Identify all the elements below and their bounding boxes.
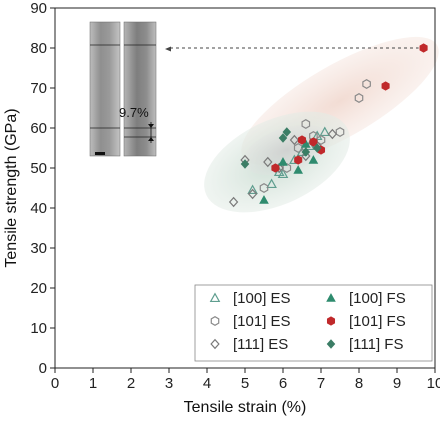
point-100-es — [247, 184, 258, 195]
point-101-fs — [309, 137, 318, 147]
x-tick-label: 3 — [165, 375, 173, 392]
legend-label: [111] ES — [233, 336, 288, 353]
point-100-fs — [293, 165, 304, 174]
legend: [100] ES [101] ES [111] ES [100] FS [101] FS… — [194, 284, 433, 362]
legend-label: [100] FS — [349, 290, 406, 307]
point-101-es — [316, 135, 326, 145]
inset-strain-label: 9.7% — [119, 105, 149, 120]
point-111-es — [327, 128, 338, 140]
legend-marker — [209, 292, 221, 303]
legend-marker — [326, 339, 336, 349]
x-tick-label: 0 — [51, 375, 59, 392]
legend-marker — [326, 316, 336, 326]
point-111-fs — [240, 159, 250, 169]
point-101-es — [259, 183, 269, 193]
legend-box — [194, 284, 433, 362]
legend-label: [111] FS — [349, 336, 403, 353]
inset-micrograph: 9.7% — [89, 21, 157, 157]
point-100-es — [319, 126, 331, 137]
y-tick-label: 70 — [30, 80, 47, 97]
x-tick-label: 5 — [241, 375, 249, 392]
y-tick-label: 40 — [30, 200, 47, 217]
point-100-fs — [308, 155, 319, 164]
point-111-fs — [282, 127, 292, 137]
legend-label: [101] FS — [349, 313, 406, 330]
point-101-es — [335, 127, 345, 137]
x-tick-label: 2 — [127, 375, 135, 392]
x-tick-label: 7 — [317, 375, 325, 392]
point-111-es — [263, 156, 273, 168]
x-axis-title: Tensile strain (%) — [184, 399, 307, 416]
x-tick-label: 4 — [203, 375, 211, 392]
point-111-fs — [301, 147, 311, 157]
x-tick-label: 8 — [355, 375, 363, 392]
x-tick-label: 9 — [393, 375, 401, 392]
y-tick-label: 30 — [30, 240, 47, 257]
axis-ticks: 0 1 2 3 4 5 6 7 8 9 10 0 10 20 30 40 50 60 70 80 90 — [30, 0, 440, 392]
y-tick-label: 20 — [30, 280, 47, 297]
y-tick-label: 0 — [39, 360, 47, 377]
point-101-fs — [271, 163, 280, 173]
point-111-fs — [312, 143, 322, 153]
point-111-es — [289, 134, 300, 146]
point-111-es — [247, 188, 258, 200]
y-axis-title: Tensile strength (GPa) — [3, 108, 20, 267]
legend-marker — [326, 293, 336, 302]
point-101-fs — [297, 135, 307, 145]
point-101-es — [354, 93, 364, 103]
point-100-es — [277, 168, 289, 179]
legend-label: [101] ES — [233, 313, 291, 330]
y-tick-label: 80 — [30, 40, 47, 57]
point-101-fs — [294, 155, 303, 165]
y-tick-label: 90 — [30, 0, 47, 17]
point-101-es — [301, 119, 311, 129]
point-100-es — [266, 178, 277, 189]
point-100-fs — [278, 157, 288, 166]
point-101-fs — [381, 81, 390, 91]
x-tick-label: 10 — [427, 375, 440, 392]
point-101-fs — [419, 43, 428, 53]
point-101-es — [293, 143, 303, 153]
point-111-es — [228, 196, 239, 208]
data-points — [228, 43, 428, 208]
y-tick-label: 60 — [30, 120, 47, 137]
point-111-fs — [278, 133, 288, 143]
pointer-arrowhead — [165, 46, 171, 52]
region-grey — [243, 124, 331, 176]
point-111-es — [301, 150, 311, 162]
legend-marker — [210, 338, 220, 350]
y-tick-label: 50 — [30, 160, 47, 177]
y-tick-label: 10 — [30, 320, 47, 337]
point-101-es — [282, 163, 292, 173]
point-101-es — [362, 79, 371, 89]
x-tick-label: 6 — [279, 375, 287, 392]
x-tick-label: 1 — [89, 375, 97, 392]
legend-label: [100] ES — [233, 290, 291, 307]
legend-marker — [210, 316, 220, 326]
point-100-fs — [259, 195, 269, 204]
